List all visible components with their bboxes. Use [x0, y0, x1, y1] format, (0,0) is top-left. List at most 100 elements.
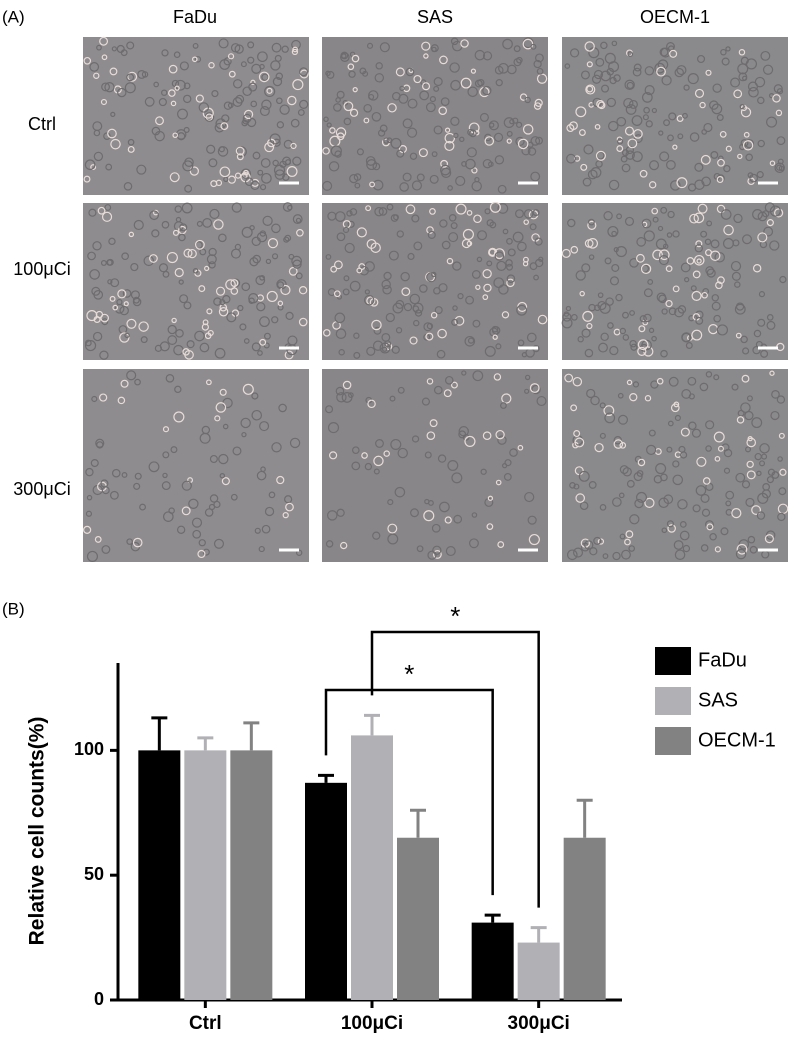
cell: [181, 480, 192, 491]
cell: [85, 510, 93, 517]
cell: [451, 472, 463, 484]
cell: [162, 451, 170, 459]
cell: [230, 248, 242, 259]
cell: [426, 322, 434, 330]
cell: [487, 495, 494, 501]
cell: [446, 257, 454, 265]
cell: [409, 152, 418, 160]
cell: [699, 101, 706, 109]
cell: [261, 73, 269, 82]
cell: [653, 475, 663, 484]
cell: [271, 223, 281, 234]
cell: [450, 222, 458, 230]
cell: [261, 524, 271, 534]
cell: [388, 250, 399, 261]
cell: [685, 342, 693, 349]
cell: [716, 114, 724, 121]
cell: [172, 229, 180, 236]
cell: [488, 161, 494, 167]
cell: [706, 523, 714, 531]
cell: [122, 289, 132, 298]
cell: [591, 74, 602, 84]
cell: [717, 276, 725, 285]
cell: [214, 415, 221, 422]
cell: [231, 278, 241, 288]
cell: [744, 410, 754, 421]
cell: [522, 124, 534, 135]
micrographs: [83, 36, 789, 562]
cell: [778, 165, 785, 172]
cell: [581, 328, 591, 338]
bar: [563, 837, 606, 1000]
cell: [618, 492, 625, 499]
cell: [528, 533, 540, 546]
cell: [450, 37, 459, 46]
cell: [705, 69, 712, 76]
cell: [178, 279, 184, 285]
cell: [447, 460, 459, 471]
cell: [495, 479, 502, 486]
cell: [284, 234, 292, 242]
cell: [395, 327, 403, 334]
cell: [593, 536, 602, 545]
cell: [497, 435, 507, 445]
cell: [276, 121, 285, 129]
cell: [405, 67, 415, 77]
cell: [249, 224, 255, 231]
cell: [431, 151, 438, 158]
legend-label: SAS: [698, 689, 738, 711]
cell: [413, 319, 420, 327]
cell: [326, 70, 335, 79]
cell: [183, 301, 192, 310]
cell: [586, 388, 596, 399]
cell: [655, 238, 667, 250]
error-bar: [318, 773, 334, 783]
cell: [588, 254, 595, 260]
cell: [737, 153, 743, 160]
cell: [241, 119, 249, 127]
cell: [395, 299, 405, 309]
cell: [769, 370, 775, 376]
cell: [429, 419, 438, 428]
cell: [515, 209, 524, 219]
cell: [633, 63, 642, 72]
cell: [472, 319, 481, 328]
cell: [730, 260, 742, 272]
cell: [480, 468, 487, 475]
cell: [752, 264, 762, 273]
cell: [603, 405, 615, 417]
cell: [260, 184, 267, 191]
cell: [699, 382, 709, 392]
cell: [277, 300, 284, 307]
cell: [222, 423, 229, 430]
cell: [462, 228, 474, 240]
cell: [774, 208, 784, 218]
cell: [582, 177, 592, 187]
cell: [658, 249, 670, 261]
cell: [450, 116, 460, 126]
cell: [292, 259, 302, 269]
cell: [266, 87, 273, 94]
cell: [639, 169, 648, 178]
cell: [359, 265, 369, 276]
cell: [696, 54, 706, 64]
cell: [343, 101, 354, 112]
cell: [705, 520, 714, 529]
cell: [712, 83, 722, 93]
significance-label: *: [404, 659, 414, 689]
cell: [695, 485, 707, 496]
cell: [144, 96, 155, 107]
cell: [123, 182, 133, 191]
cell: [760, 50, 771, 61]
cell: [214, 122, 225, 133]
cell: [239, 323, 247, 331]
cell: [95, 438, 105, 448]
cell: [295, 549, 303, 556]
cell: [696, 258, 702, 264]
cell: [731, 383, 739, 391]
cell: [431, 523, 441, 533]
cell: [506, 278, 515, 288]
cell: [298, 286, 308, 295]
cell: [772, 94, 781, 103]
cell: [282, 202, 293, 212]
